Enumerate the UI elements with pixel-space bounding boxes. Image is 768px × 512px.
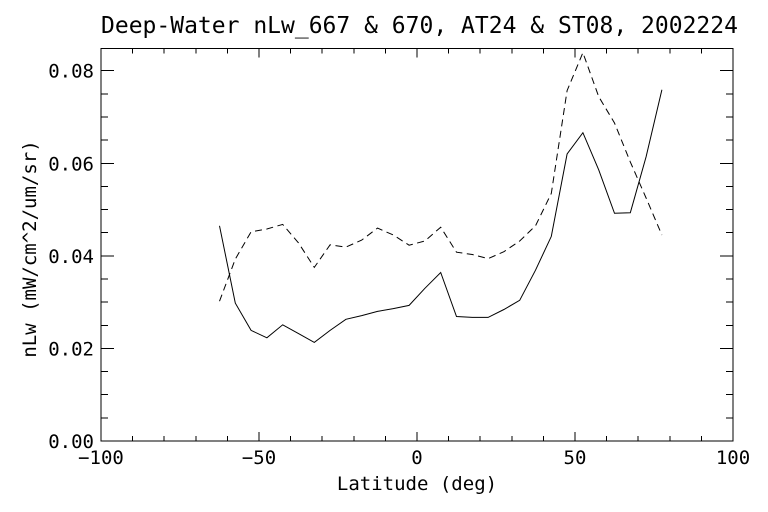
plot-frame <box>100 48 734 442</box>
x-tick-label: −50 <box>242 447 276 469</box>
y-tick-label: 0.00 <box>48 431 94 453</box>
y-tick-label: 0.08 <box>48 61 94 83</box>
x-tick-label: 0 <box>411 447 422 469</box>
y-tick-label: 0.06 <box>48 153 94 175</box>
y-tick-label: 0.04 <box>48 246 94 268</box>
series-dashed-line <box>219 51 663 302</box>
x-tick-label: −100 <box>78 447 124 469</box>
chart-title: Deep-Water nLw_667 & 670, AT24 & ST08, 2… <box>101 13 738 39</box>
x-tick-label: 100 <box>716 447 750 469</box>
series-solid-line <box>219 89 663 343</box>
y-tick-label: 0.02 <box>48 338 94 360</box>
axis-ticks <box>100 48 734 442</box>
x-tick-label: 50 <box>564 447 587 469</box>
x-axis-label: Latitude (deg) <box>336 473 498 495</box>
